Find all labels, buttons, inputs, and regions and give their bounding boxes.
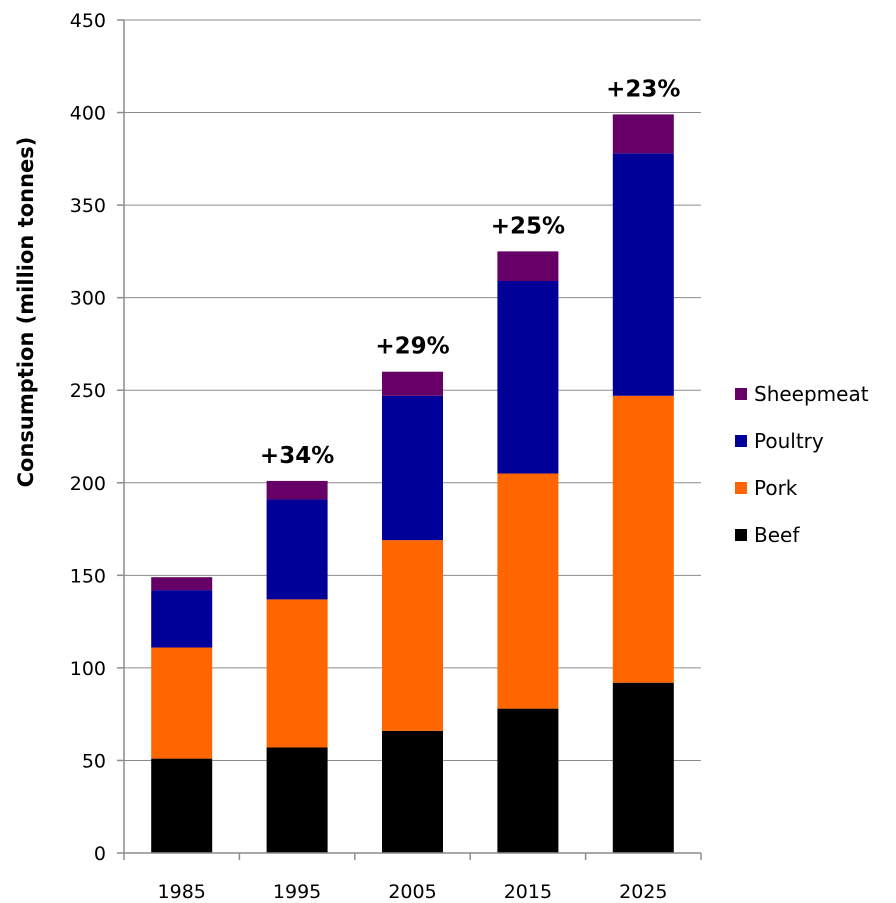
x-tick-label: 1995: [273, 881, 321, 903]
bar-beef-1985: [151, 758, 213, 853]
legend-label: Pork: [754, 476, 798, 500]
legend-swatch: [735, 435, 747, 447]
bar-beef-2025: [612, 682, 674, 853]
bar-pork-2015: [497, 473, 559, 709]
bar-sheepmeat-1985: [151, 577, 213, 591]
bar-sheepmeat-2015: [497, 251, 559, 282]
axes: [117, 19, 702, 860]
bar-beef-1995: [266, 747, 328, 853]
legend-label: Sheepmeat: [754, 382, 869, 406]
y-tick-label: 200: [70, 473, 106, 495]
legend-item-beef: Beef: [735, 523, 800, 547]
x-tick-label: 2015: [504, 881, 552, 903]
bar-poultry-2015: [497, 281, 559, 474]
bar-poultry-2005: [382, 395, 443, 541]
legend-item-poultry: Poultry: [735, 429, 824, 453]
x-tick-label: 1985: [158, 881, 206, 903]
y-tick-label: 350: [70, 195, 106, 217]
legend-label: Beef: [754, 523, 800, 547]
bar-poultry-1985: [151, 590, 213, 648]
annotations: +34% +29% +25% +23%: [260, 76, 681, 469]
legend-item-pork: Pork: [735, 476, 798, 500]
y-tick-label: 0: [94, 843, 106, 865]
bars: [151, 114, 674, 853]
legend: Sheepmeat Poultry Pork Beef: [735, 382, 869, 547]
bar-poultry-1995: [266, 499, 328, 600]
growth-annotation: +34%: [260, 443, 334, 469]
growth-annotation: +23%: [606, 76, 680, 102]
bar-beef-2005: [382, 730, 443, 853]
legend-swatch: [735, 482, 747, 494]
bar-sheepmeat-1995: [266, 480, 328, 500]
bar-poultry-2025: [612, 153, 674, 396]
y-tick-label: 50: [82, 750, 106, 772]
bar-pork-1985: [151, 647, 213, 759]
x-tick-label: 2005: [388, 881, 436, 903]
growth-annotation: +29%: [375, 334, 449, 360]
y-tick-label: 300: [70, 288, 106, 310]
x-tick-labels: 1985 1995 2005 2015 2025: [158, 881, 668, 903]
x-tick-label: 2025: [619, 881, 667, 903]
legend-item-sheepmeat: Sheepmeat: [735, 382, 869, 406]
y-tick-labels: 0 50 100 150 200 250 300 350 400 450: [70, 10, 106, 865]
bar-pork-2005: [382, 540, 443, 731]
legend-swatch: [735, 529, 747, 541]
bar-pork-1995: [266, 599, 328, 748]
growth-annotation: +25%: [491, 213, 565, 239]
y-tick-label: 400: [70, 103, 106, 125]
legend-swatch: [735, 388, 747, 400]
bar-beef-2015: [497, 708, 559, 853]
bar-sheepmeat-2025: [612, 114, 674, 154]
bar-sheepmeat-2005: [382, 371, 443, 396]
y-tick-label: 450: [70, 10, 106, 32]
y-axis-label: Consumption (million tonnes): [14, 137, 38, 488]
legend-label: Poultry: [754, 429, 824, 453]
y-tick-label: 100: [70, 658, 106, 680]
y-tick-label: 150: [70, 565, 106, 587]
y-tick-label: 250: [70, 380, 106, 402]
bar-pork-2025: [612, 395, 674, 683]
